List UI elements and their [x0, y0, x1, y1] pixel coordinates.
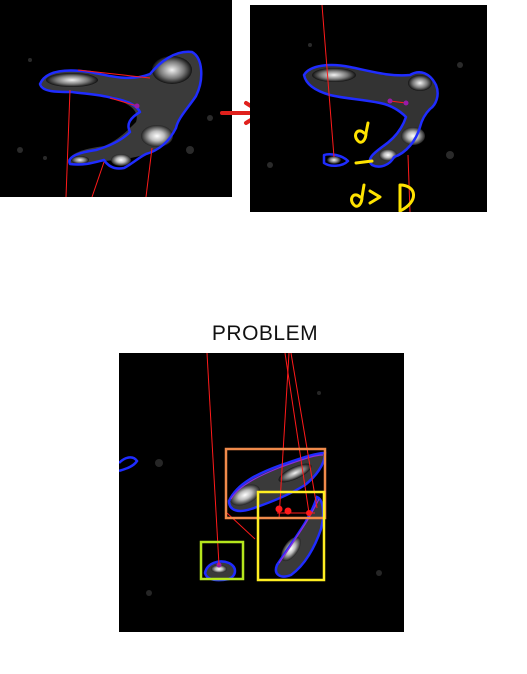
red-link-lines [206, 353, 318, 566]
after-image [267, 5, 463, 212]
problem-image [119, 353, 382, 596]
blue-contour [119, 456, 139, 473]
handwriting-d-and-inequality [350, 121, 415, 212]
after-image-panel [250, 5, 487, 212]
blue-contour [227, 451, 327, 513]
problem-image-panel [119, 353, 404, 632]
before-image-panel [0, 0, 232, 197]
blue-contour [302, 63, 439, 168]
centroid-dot [387, 98, 393, 104]
cell-blob [40, 51, 202, 166]
cell-blob [304, 65, 438, 167]
cell-blob [205, 561, 235, 581]
background-noise [146, 391, 382, 596]
yellow-bounding-box [256, 490, 326, 582]
before-image [17, 50, 213, 197]
red-centroid-marks [275, 505, 312, 516]
background-noise [267, 43, 463, 168]
blue-contour [38, 50, 203, 170]
problem-caption: PROBLEM [211, 322, 319, 345]
purple-contour [230, 454, 324, 500]
centroid-dot [134, 103, 140, 109]
centroid-dot [403, 100, 409, 106]
green-bounding-box [199, 540, 245, 581]
background-noise [17, 58, 213, 160]
cell-blob [275, 497, 324, 577]
red-link-lines [65, 69, 153, 197]
orange-bounding-box [224, 447, 327, 520]
